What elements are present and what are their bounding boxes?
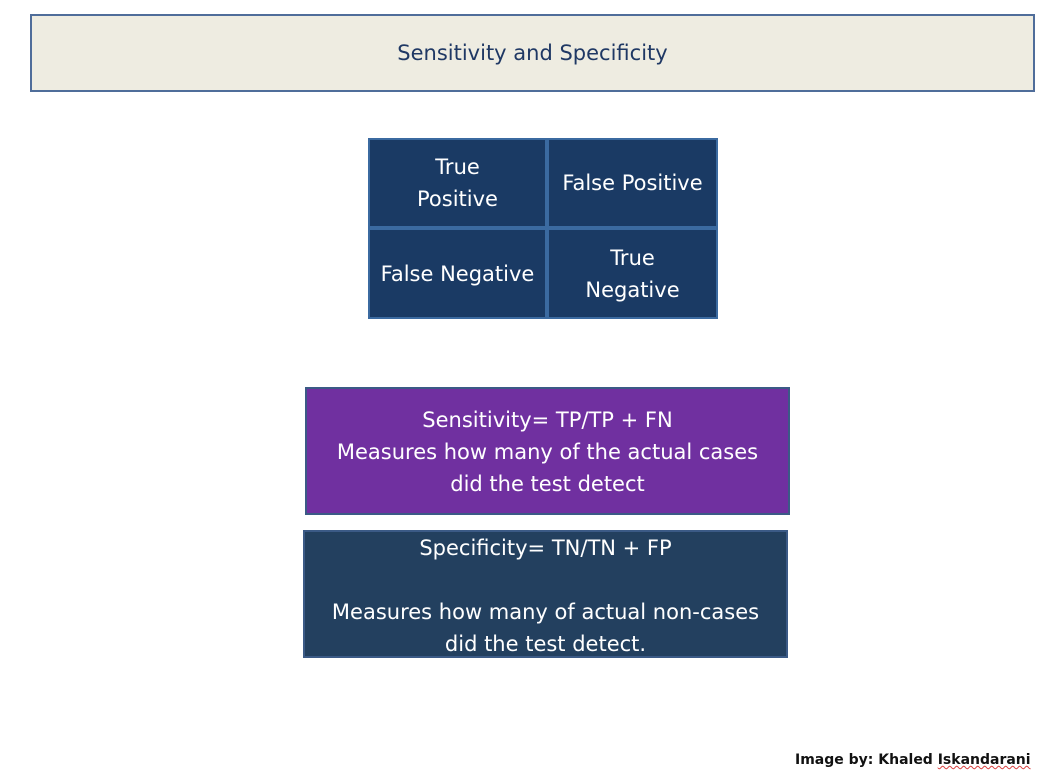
specificity-description-line1: Measures how many of actual non-cases: [331, 600, 760, 624]
sensitivity-description-line2: did the test detect: [450, 472, 645, 496]
image-credit-surname: Iskandarani: [937, 752, 1031, 768]
cell-true-negative-label: True Negative: [585, 245, 680, 302]
cell-true-positive-label: True Positive: [417, 155, 498, 211]
cell-true-positive: True Positive: [368, 138, 547, 228]
cell-true-negative: True Negative: [547, 228, 718, 319]
sensitivity-formula: Sensitivity= TP/TP + FN: [422, 408, 673, 432]
title-box: Sensitivity and Specificity: [30, 14, 1035, 92]
image-credit: Image by: Khaled Iskandarani: [795, 752, 1031, 768]
specificity-formula: Specificity= TN/TN + FP: [419, 536, 672, 560]
cell-false-positive: False Positive: [547, 138, 718, 228]
sensitivity-description-line1: Measures how many of the actual cases: [336, 440, 759, 464]
sensitivity-box: Sensitivity= TP/TP + FN Measures how man…: [305, 387, 790, 515]
specificity-spacer: [305, 564, 786, 596]
cell-false-positive-label: False Positive: [562, 171, 703, 195]
specificity-description-line2: did the test detect.: [444, 632, 647, 656]
diagram-title: Sensitivity and Specificity: [397, 41, 668, 65]
image-credit-prefix: Image by: Khaled: [795, 752, 938, 768]
confusion-matrix: True Positive False Positive False Negat…: [368, 138, 718, 319]
cell-false-negative-label: False Negative: [380, 261, 535, 286]
specificity-box: Specificity= TN/TN + FP Measures how man…: [303, 530, 788, 658]
cell-false-negative: False Negative: [368, 228, 547, 319]
